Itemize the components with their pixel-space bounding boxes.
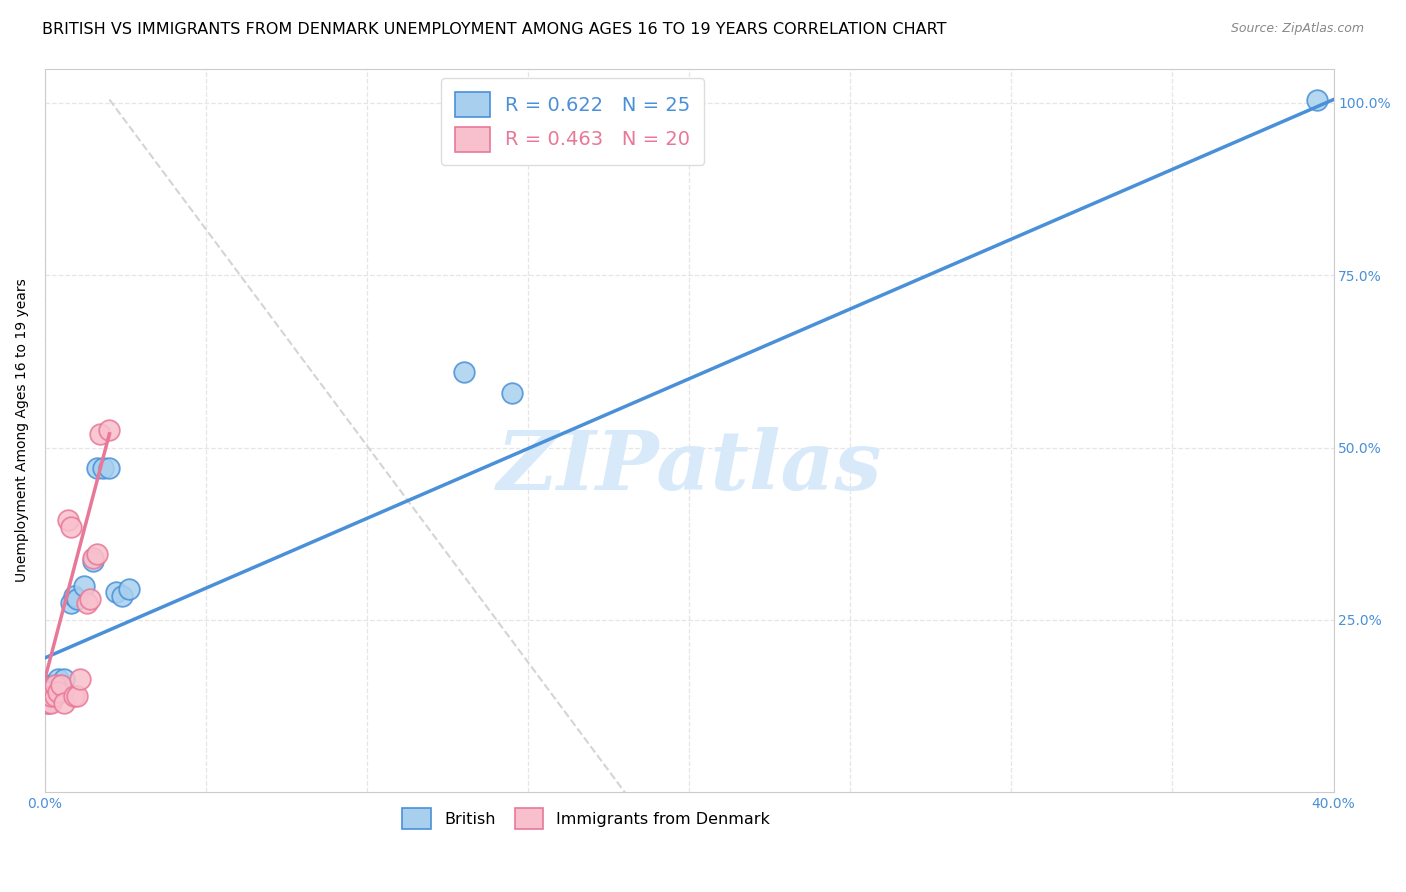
Point <box>118 582 141 596</box>
Legend: British, Immigrants from Denmark: British, Immigrants from Denmark <box>396 802 776 835</box>
Point <box>53 696 76 710</box>
Point <box>37 685 59 699</box>
Point <box>89 426 111 441</box>
Point <box>44 685 66 699</box>
Point <box>453 365 475 379</box>
Point <box>53 681 76 696</box>
Point <box>41 678 63 692</box>
Point <box>1306 93 1329 107</box>
Point <box>37 696 59 710</box>
Point <box>44 689 66 703</box>
Y-axis label: Unemployment Among Ages 16 to 19 years: Unemployment Among Ages 16 to 19 years <box>15 278 30 582</box>
Point <box>104 585 127 599</box>
Point <box>91 461 114 475</box>
Point <box>41 696 63 710</box>
Point <box>76 596 98 610</box>
Point <box>59 596 82 610</box>
Point <box>66 592 89 607</box>
Point <box>72 578 94 592</box>
Point <box>63 589 86 603</box>
Point <box>98 461 121 475</box>
Point <box>46 685 69 699</box>
Point <box>86 461 108 475</box>
Point <box>501 385 523 400</box>
Point <box>66 689 89 703</box>
Point <box>46 672 69 686</box>
Point <box>82 550 104 565</box>
Point <box>37 685 59 699</box>
Point <box>44 678 66 692</box>
Point <box>56 513 79 527</box>
Text: BRITISH VS IMMIGRANTS FROM DENMARK UNEMPLOYMENT AMONG AGES 16 TO 19 YEARS CORREL: BRITISH VS IMMIGRANTS FROM DENMARK UNEMP… <box>42 22 946 37</box>
Point <box>82 554 104 568</box>
Point <box>46 685 69 699</box>
Point <box>86 548 108 562</box>
Point <box>63 689 86 703</box>
Point <box>41 692 63 706</box>
Text: Source: ZipAtlas.com: Source: ZipAtlas.com <box>1230 22 1364 36</box>
Point <box>49 678 72 692</box>
Point <box>44 678 66 692</box>
Point <box>79 592 101 607</box>
Point <box>49 678 72 692</box>
Text: ZIPatlas: ZIPatlas <box>496 426 882 507</box>
Point <box>53 672 76 686</box>
Point <box>69 672 91 686</box>
Point <box>98 424 121 438</box>
Point <box>59 520 82 534</box>
Point <box>111 589 134 603</box>
Point <box>41 689 63 703</box>
Point <box>37 696 59 710</box>
